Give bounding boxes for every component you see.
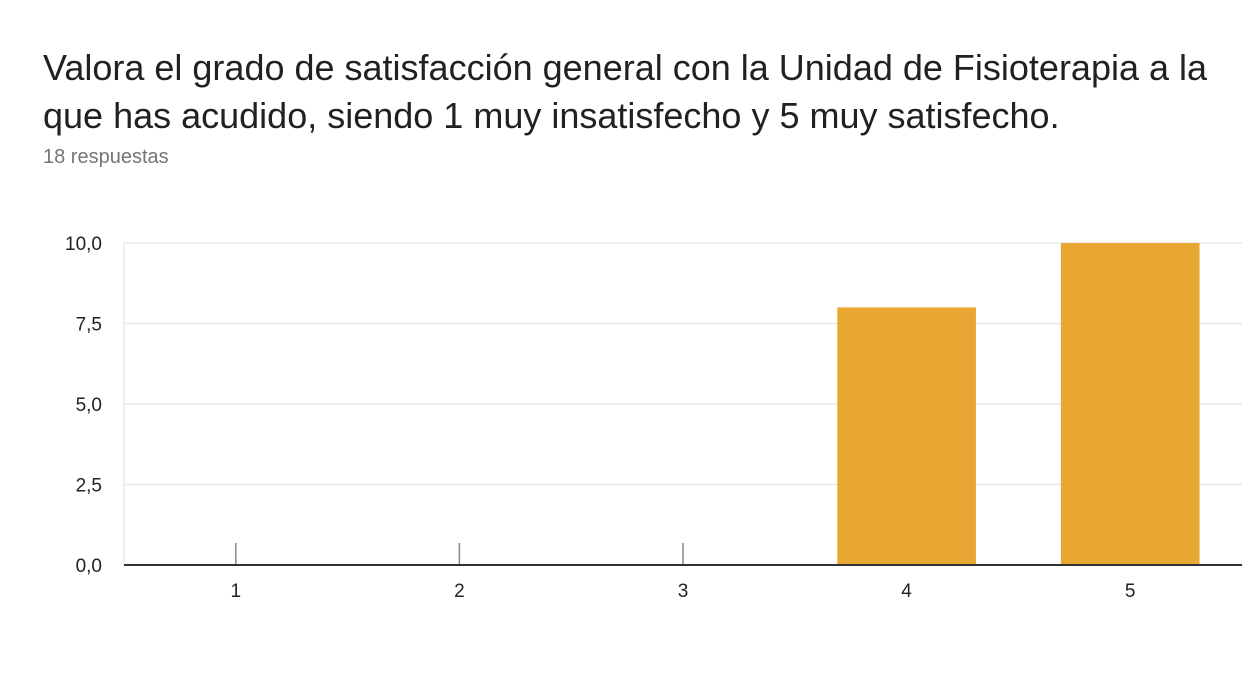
- bar: [1060, 243, 1200, 565]
- x-tick-label: 3: [678, 581, 689, 602]
- y-tick-label: 7,5: [76, 315, 102, 336]
- y-tick-label: 5,0: [76, 395, 102, 416]
- bar: [837, 307, 976, 565]
- x-tick-label: 2: [454, 581, 465, 602]
- x-tick-label: 5: [1125, 581, 1136, 602]
- x-tick-label: 4: [901, 581, 912, 602]
- x-tick-label: 1: [231, 581, 242, 602]
- response-count: 18 respuestas: [43, 146, 169, 168]
- y-tick-label: 2,5: [76, 476, 102, 497]
- y-tick-label: 0,0: [76, 556, 102, 577]
- question-title: Valora el grado de satisfacción general …: [43, 47, 1208, 136]
- y-tick-label: 10,0: [65, 234, 102, 255]
